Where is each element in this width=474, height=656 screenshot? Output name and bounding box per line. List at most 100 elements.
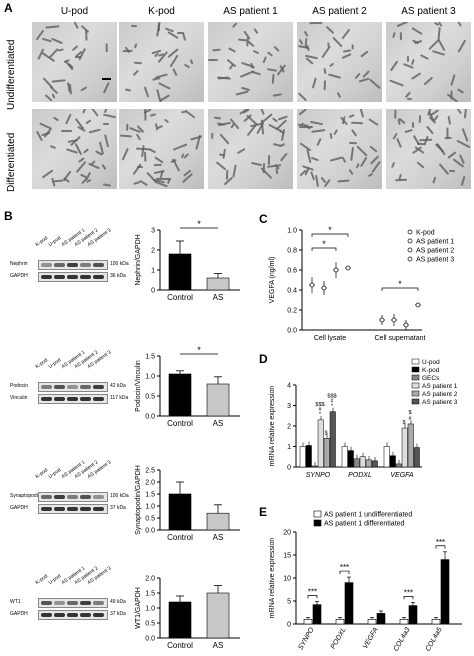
cell-shape [325, 25, 335, 35]
cell-shape [316, 137, 322, 146]
blot-strip [38, 272, 108, 282]
y-tick-label: 2.0 [145, 480, 155, 487]
bar [168, 493, 192, 531]
cell-shape [333, 129, 338, 136]
blot-strip [38, 382, 108, 392]
cell-shape [416, 161, 426, 169]
legend-label: AS patient 1 differentiated [324, 521, 405, 528]
cell-shape [423, 76, 433, 85]
cell-shape [461, 175, 466, 187]
cell-shape [349, 146, 354, 161]
blot-kda-label: 36 kDa [110, 273, 126, 279]
cell-shape [154, 156, 164, 164]
blot-band [41, 613, 52, 617]
legend-label: AS patient 3 [416, 257, 454, 264]
legend-label: AS patient 2 [422, 391, 458, 398]
x-tick-label: Control [167, 293, 193, 302]
column-header: K-pod [148, 6, 175, 17]
y-tick-label: 15 [283, 553, 291, 560]
y-axis-label: mRNA relative expression [269, 538, 276, 619]
cell-shape [303, 30, 309, 38]
cell-shape [44, 25, 60, 29]
panel-c-label: C [259, 212, 268, 226]
blot-band [93, 601, 104, 605]
significance-marker: * [322, 239, 326, 249]
y-axis-label: Nephrin/GAPDH [135, 234, 142, 285]
blot-band [54, 385, 65, 389]
legend-label: U-pod [422, 359, 440, 366]
y-tick-label: 0.5 [145, 621, 155, 628]
cell-shape [42, 77, 54, 90]
scale-bar [102, 78, 111, 80]
y-tick-label: 0.2 [287, 308, 297, 315]
cell-shape [323, 80, 326, 90]
column-header: AS patient 2 [312, 6, 367, 17]
blot-band [54, 601, 65, 605]
panel-b-label: B [4, 209, 13, 223]
data-point-triangle [333, 267, 339, 273]
blot-band [41, 601, 52, 605]
cell-shape [75, 161, 87, 174]
cell-shape [455, 109, 463, 115]
blot-band [67, 507, 78, 511]
cell-shape [448, 170, 455, 173]
cell-shape [437, 39, 446, 52]
cell-shape [262, 56, 268, 65]
x-tick-label: VEGFA [390, 472, 414, 479]
cell-shape [69, 83, 73, 95]
cell-shape [247, 40, 256, 48]
cell-shape [159, 94, 170, 102]
cell-shape [240, 86, 251, 91]
blot-band [67, 385, 78, 389]
blot-kda-label: 42 kDa [110, 383, 126, 389]
bar [206, 512, 230, 531]
blot-band [67, 397, 78, 401]
y-tick-label: 3 [287, 403, 291, 410]
blot-protein-label: Vinculin [10, 395, 28, 401]
cell-shape [88, 162, 101, 170]
y-axis-label: WT1/GAPDH [135, 587, 142, 629]
lane-label: U-pod [47, 357, 63, 370]
significance-marker: # [408, 416, 412, 422]
cell-shape [461, 128, 469, 143]
cell-shape [184, 63, 191, 69]
blot-band [54, 613, 65, 617]
legend-swatch [411, 358, 420, 365]
cell-shape [395, 22, 409, 28]
cell-shape [367, 172, 373, 178]
bar [353, 458, 360, 468]
panel-d-label: D [259, 352, 268, 366]
blot-band [80, 495, 91, 499]
blot-band [54, 275, 65, 279]
micrograph-image [119, 22, 204, 102]
cell-shape [131, 24, 138, 28]
blot-kda-label: 100 kDa [110, 493, 129, 499]
cell-shape [53, 116, 60, 122]
blot-band [41, 263, 52, 267]
legend-swatch [411, 366, 420, 373]
significance-marker: * [319, 412, 322, 418]
bar [168, 253, 192, 291]
legend-label: AS patient 1 [422, 383, 458, 390]
bar [431, 619, 441, 625]
cell-shape [51, 37, 64, 45]
significance-marker: * [328, 225, 332, 235]
x-tick-label: AS [213, 419, 224, 428]
significance-marker: $$$ [327, 394, 336, 400]
y-tick-label: 0.5 [145, 516, 155, 523]
panel-d-bar-chart: 0 1 2 3 4 mRNA relative expression SYNPO PODXL V… [269, 358, 458, 479]
micrograph-image [208, 22, 293, 102]
bar [395, 463, 402, 468]
micrograph-image [386, 22, 471, 102]
micrograph-image [386, 109, 471, 189]
bar [359, 456, 366, 468]
x-tick-label: SYNPO [297, 626, 316, 651]
cell-shape [211, 132, 214, 140]
legend-label: K-pod [422, 367, 440, 374]
blot-protein-label: GAPDH [10, 611, 28, 617]
cell-shape [89, 128, 102, 134]
cell-shape [172, 143, 188, 152]
legend-label: AS patient 2 [416, 248, 454, 255]
